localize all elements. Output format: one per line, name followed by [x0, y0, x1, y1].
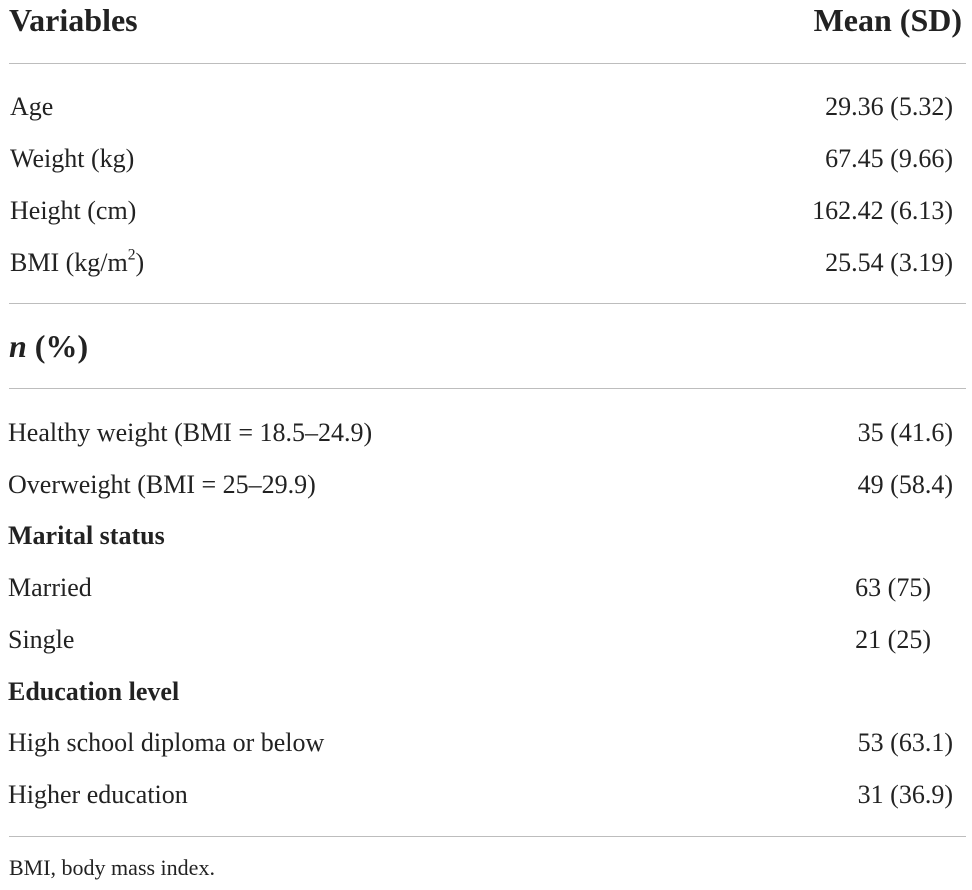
- header-variables: Variables: [9, 2, 138, 38]
- row-label-married: Married: [8, 573, 92, 602]
- row-label-single: Single: [8, 625, 75, 654]
- row-value-married: 63 (75): [855, 573, 931, 602]
- row-label-bmi: BMI (kg/m2): [10, 246, 145, 278]
- row-value-age: 29.36 (5.32): [825, 92, 953, 121]
- rule-under-continuous: [9, 303, 966, 304]
- header-mean-sd: Mean (SD): [813, 2, 962, 38]
- rule-under-header: [9, 63, 966, 64]
- rule-bottom: [9, 836, 966, 837]
- row-label-overweight: Overweight (BMI = 25–29.9): [8, 470, 316, 499]
- section-label-marital-status: Marital status: [8, 521, 165, 550]
- row-label-age: Age: [10, 92, 54, 121]
- rule-under-n-header: [9, 388, 966, 389]
- row-label-higher-education: Higher education: [8, 780, 188, 809]
- bmi-label-sup: 2: [127, 246, 136, 264]
- bmi-label-prefix: BMI (kg/m: [10, 248, 128, 277]
- n-percent-header: n (%): [9, 328, 88, 365]
- section-label-education-level: Education level: [8, 677, 180, 706]
- row-label-weight: Weight (kg): [10, 144, 135, 173]
- row-value-single: 21 (25): [855, 625, 931, 654]
- row-label-healthy-weight: Healthy weight (BMI = 18.5–24.9): [8, 418, 373, 447]
- row-value-weight: 67.45 (9.66): [825, 144, 953, 173]
- row-value-height: 162.42 (6.13): [812, 196, 953, 225]
- row-value-healthy-weight: 35 (41.6): [857, 418, 953, 447]
- n-symbol: n: [9, 328, 27, 364]
- bmi-label-suffix: ): [135, 248, 145, 277]
- percent-label: (%): [26, 328, 89, 364]
- row-value-bmi: 25.54 (3.19): [825, 248, 953, 277]
- row-value-high-school: 53 (63.1): [857, 728, 953, 757]
- table-footnote: BMI, body mass index.: [9, 855, 215, 880]
- row-label-height: Height (cm): [10, 196, 137, 225]
- row-value-higher-education: 31 (36.9): [857, 780, 953, 809]
- row-value-overweight: 49 (58.4): [857, 470, 953, 499]
- row-label-high-school: High school diploma or below: [8, 728, 325, 757]
